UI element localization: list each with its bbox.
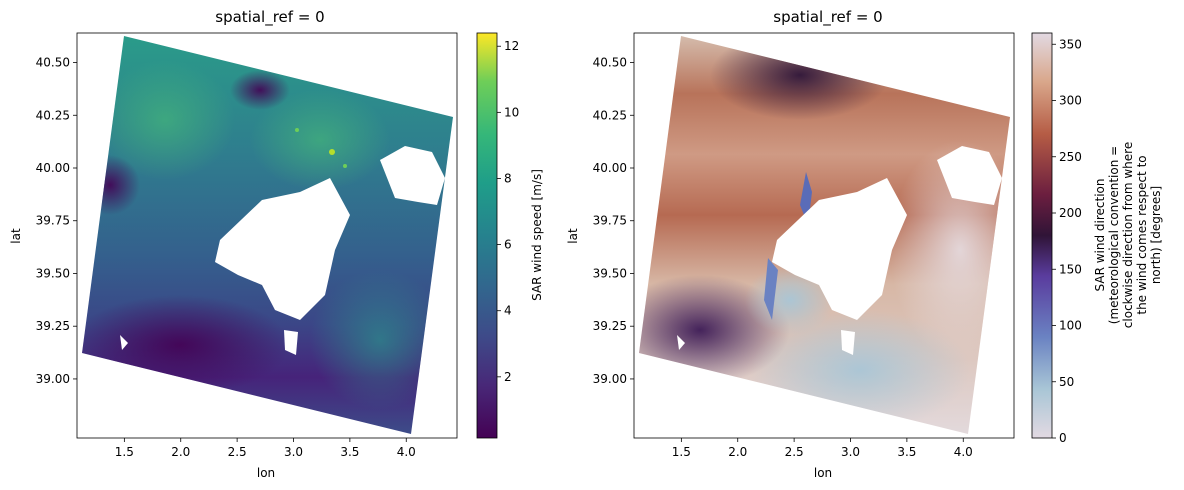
right-title: spatial_ref = 0 [773,8,882,27]
right-ylabel: lat [566,228,580,244]
y-tick-label: 39.00 [593,372,627,386]
colorbar-tick-label: 8 [504,171,512,185]
colorbar-tick-label: 6 [504,238,512,252]
y-tick-label: 39.75 [593,214,627,228]
colorbar-tick-label: 100 [1059,319,1082,333]
y-tick-label: 39.25 [593,319,627,333]
wind-direction-colorbar-label-line-1: SAR wind direction [1093,179,1107,292]
wind-direction-colorbar-label-line-4: the wind comes respect to [1135,155,1149,314]
colorbar-tick-label: 200 [1059,206,1082,220]
wind-direction-colorbar-label-line-3: clockwise direction from where [1121,142,1135,328]
wind-direction-colorbar-label-line-5: north) [degrees] [1149,186,1163,284]
x-tick-label: 1.5 [115,445,134,459]
wind-direction-colorbar: 0 50 100 150 200 250 300 350 SAR wind direction… [1031,32,1163,445]
colorbar-tick-label: 250 [1059,150,1082,164]
y-tick-label: 40.00 [36,161,70,175]
y-tick-label: 39.00 [36,372,70,386]
y-tick-label: 40.25 [36,108,70,122]
y-tick-label: 40.00 [593,161,627,175]
y-tick-label: 39.75 [36,214,70,228]
land-mask-right [677,146,1002,355]
x-tick-label: 1.5 [672,445,691,459]
colorbar-tick-label: 4 [504,304,512,318]
wind-speed-colorbar-scale [476,32,498,439]
x-tick-label: 2.0 [728,445,747,459]
x-tick-label: 2.5 [228,445,247,459]
left-y-axis: 39.00 39.25 39.50 39.75 40.00 40.25 40.50 lat [9,56,77,386]
y-tick-label: 40.50 [36,56,70,70]
wind-speed-colorbar: 2 4 6 8 10 12 SAR wind speed [m/s] [476,32,544,439]
colorbar-tick-label: 350 [1059,37,1082,51]
right-x-axis: 1.5 2.0 2.5 3.0 3.5 4.0 lon [672,438,973,480]
x-tick-label: 4.0 [954,445,973,459]
wind-direction-panel: spatial_ref = 0 39.00 39.25 39.50 39.75 40.0… [566,8,1163,480]
y-tick-label: 40.50 [593,56,627,70]
colorbar-tick-label: 50 [1059,375,1074,389]
colorbar-tick-label: 0 [1059,431,1067,445]
colorbar-tick-label: 10 [504,105,519,119]
x-tick-label: 4.0 [397,445,416,459]
wind-speed-panel: spatial_ref = 0 39.00 39.25 39.50 39.75 40.0… [9,8,544,480]
colorbar-tick-label: 2 [504,370,512,384]
wind-direction-colorbar-scale [1031,32,1053,439]
y-tick-label: 39.50 [36,266,70,280]
left-axes-frame [76,32,458,439]
x-tick-label: 2.5 [785,445,804,459]
wind-speed-field [82,36,453,434]
left-x-axis: 1.5 2.0 2.5 3.0 3.5 4.0 lon [115,438,416,480]
right-axes-frame [633,32,1015,439]
x-tick-label: 3.0 [841,445,860,459]
y-tick-label: 39.50 [593,266,627,280]
left-title: spatial_ref = 0 [215,8,324,27]
wind-speed-colorbar-label: SAR wind speed [m/s] [530,169,544,301]
y-tick-label: 40.25 [593,108,627,122]
left-xlabel: lon [257,466,275,480]
right-xlabel: lon [814,466,832,480]
colorbar-tick-label: 150 [1059,262,1082,276]
x-tick-label: 2.0 [171,445,190,459]
y-tick-label: 39.25 [36,319,70,333]
left-ylabel: lat [9,228,23,244]
x-tick-label: 3.5 [340,445,359,459]
x-tick-label: 3.5 [897,445,916,459]
land-mask-left [120,146,445,355]
colorbar-tick-label: 300 [1059,94,1082,108]
x-tick-label: 3.0 [284,445,303,459]
right-y-axis: 39.00 39.25 39.50 39.75 40.00 40.25 40.50 lat [566,56,634,386]
wind-direction-colorbar-label-line-2: (meteorological convention = [1107,146,1121,324]
colorbar-tick-label: 12 [504,39,519,53]
